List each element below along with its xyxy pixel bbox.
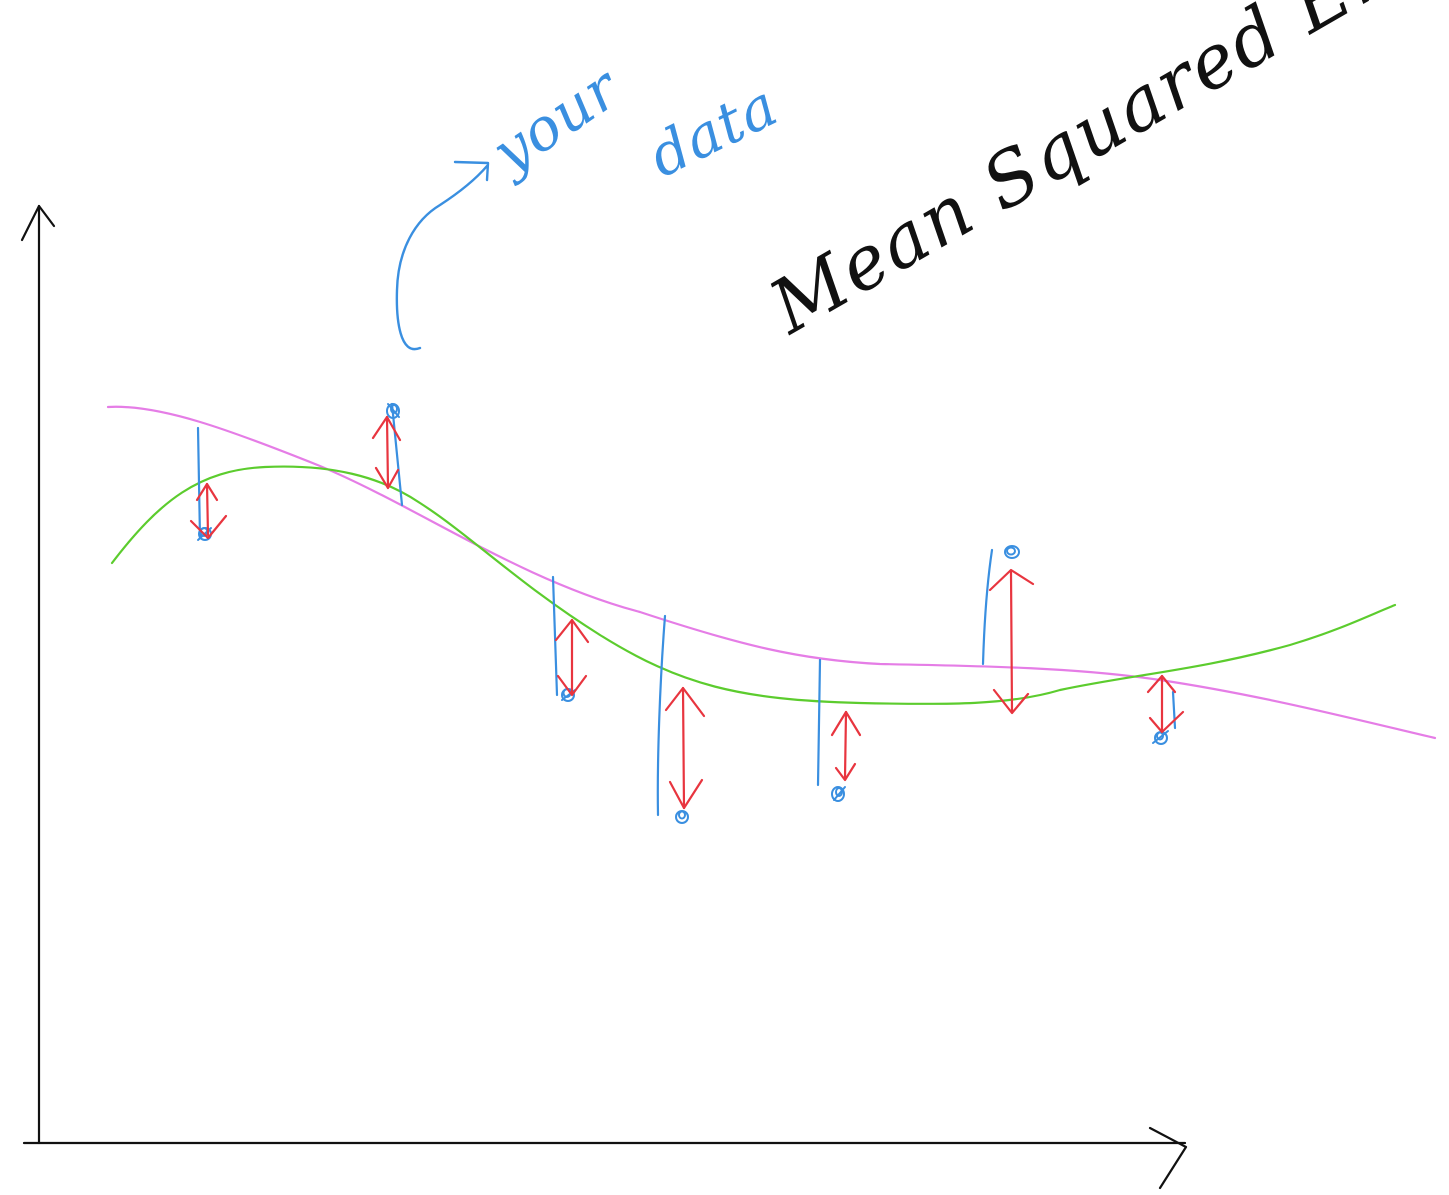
error-arrow-3 <box>554 618 590 697</box>
data-point-5 <box>831 786 846 802</box>
fit-curve-green <box>110 465 1397 706</box>
page-title: Mean Squared Error <box>754 0 1449 352</box>
residual-trace-6 <box>981 548 994 666</box>
annotation-word-data: data <box>638 71 788 191</box>
data-point-4 <box>675 810 689 824</box>
x-axis-arrow-icon <box>1148 1126 1188 1190</box>
residual-trace-5 <box>816 658 822 787</box>
residual-trace-2 <box>390 402 404 507</box>
error-arrow-2 <box>371 415 402 490</box>
annotation-word-your: your <box>477 52 633 188</box>
error-arrow-7 <box>1146 674 1185 734</box>
residual-trace-7 <box>1171 690 1177 730</box>
error-arrow-6 <box>988 568 1035 715</box>
curved-arrow-head <box>453 160 490 182</box>
error-arrow-4 <box>664 686 706 810</box>
axes <box>20 204 1188 1190</box>
fit-curve-pink <box>106 405 1437 740</box>
residual-trace-1 <box>196 426 202 540</box>
data-points <box>197 403 1169 824</box>
residual-trace-3 <box>551 575 559 697</box>
data-point-7 <box>1152 730 1169 745</box>
data-point-6 <box>1004 545 1020 559</box>
error-arrow-5 <box>830 710 862 782</box>
residual-traces <box>196 402 1177 817</box>
curved-arrow-icon <box>395 164 489 351</box>
error-arrows <box>189 415 1185 810</box>
residual-trace-4 <box>656 614 667 817</box>
y-axis-arrow-icon <box>20 204 56 242</box>
error-arrow-1 <box>189 482 228 540</box>
data-point-2 <box>386 403 400 419</box>
annotation-arrow <box>395 160 490 351</box>
